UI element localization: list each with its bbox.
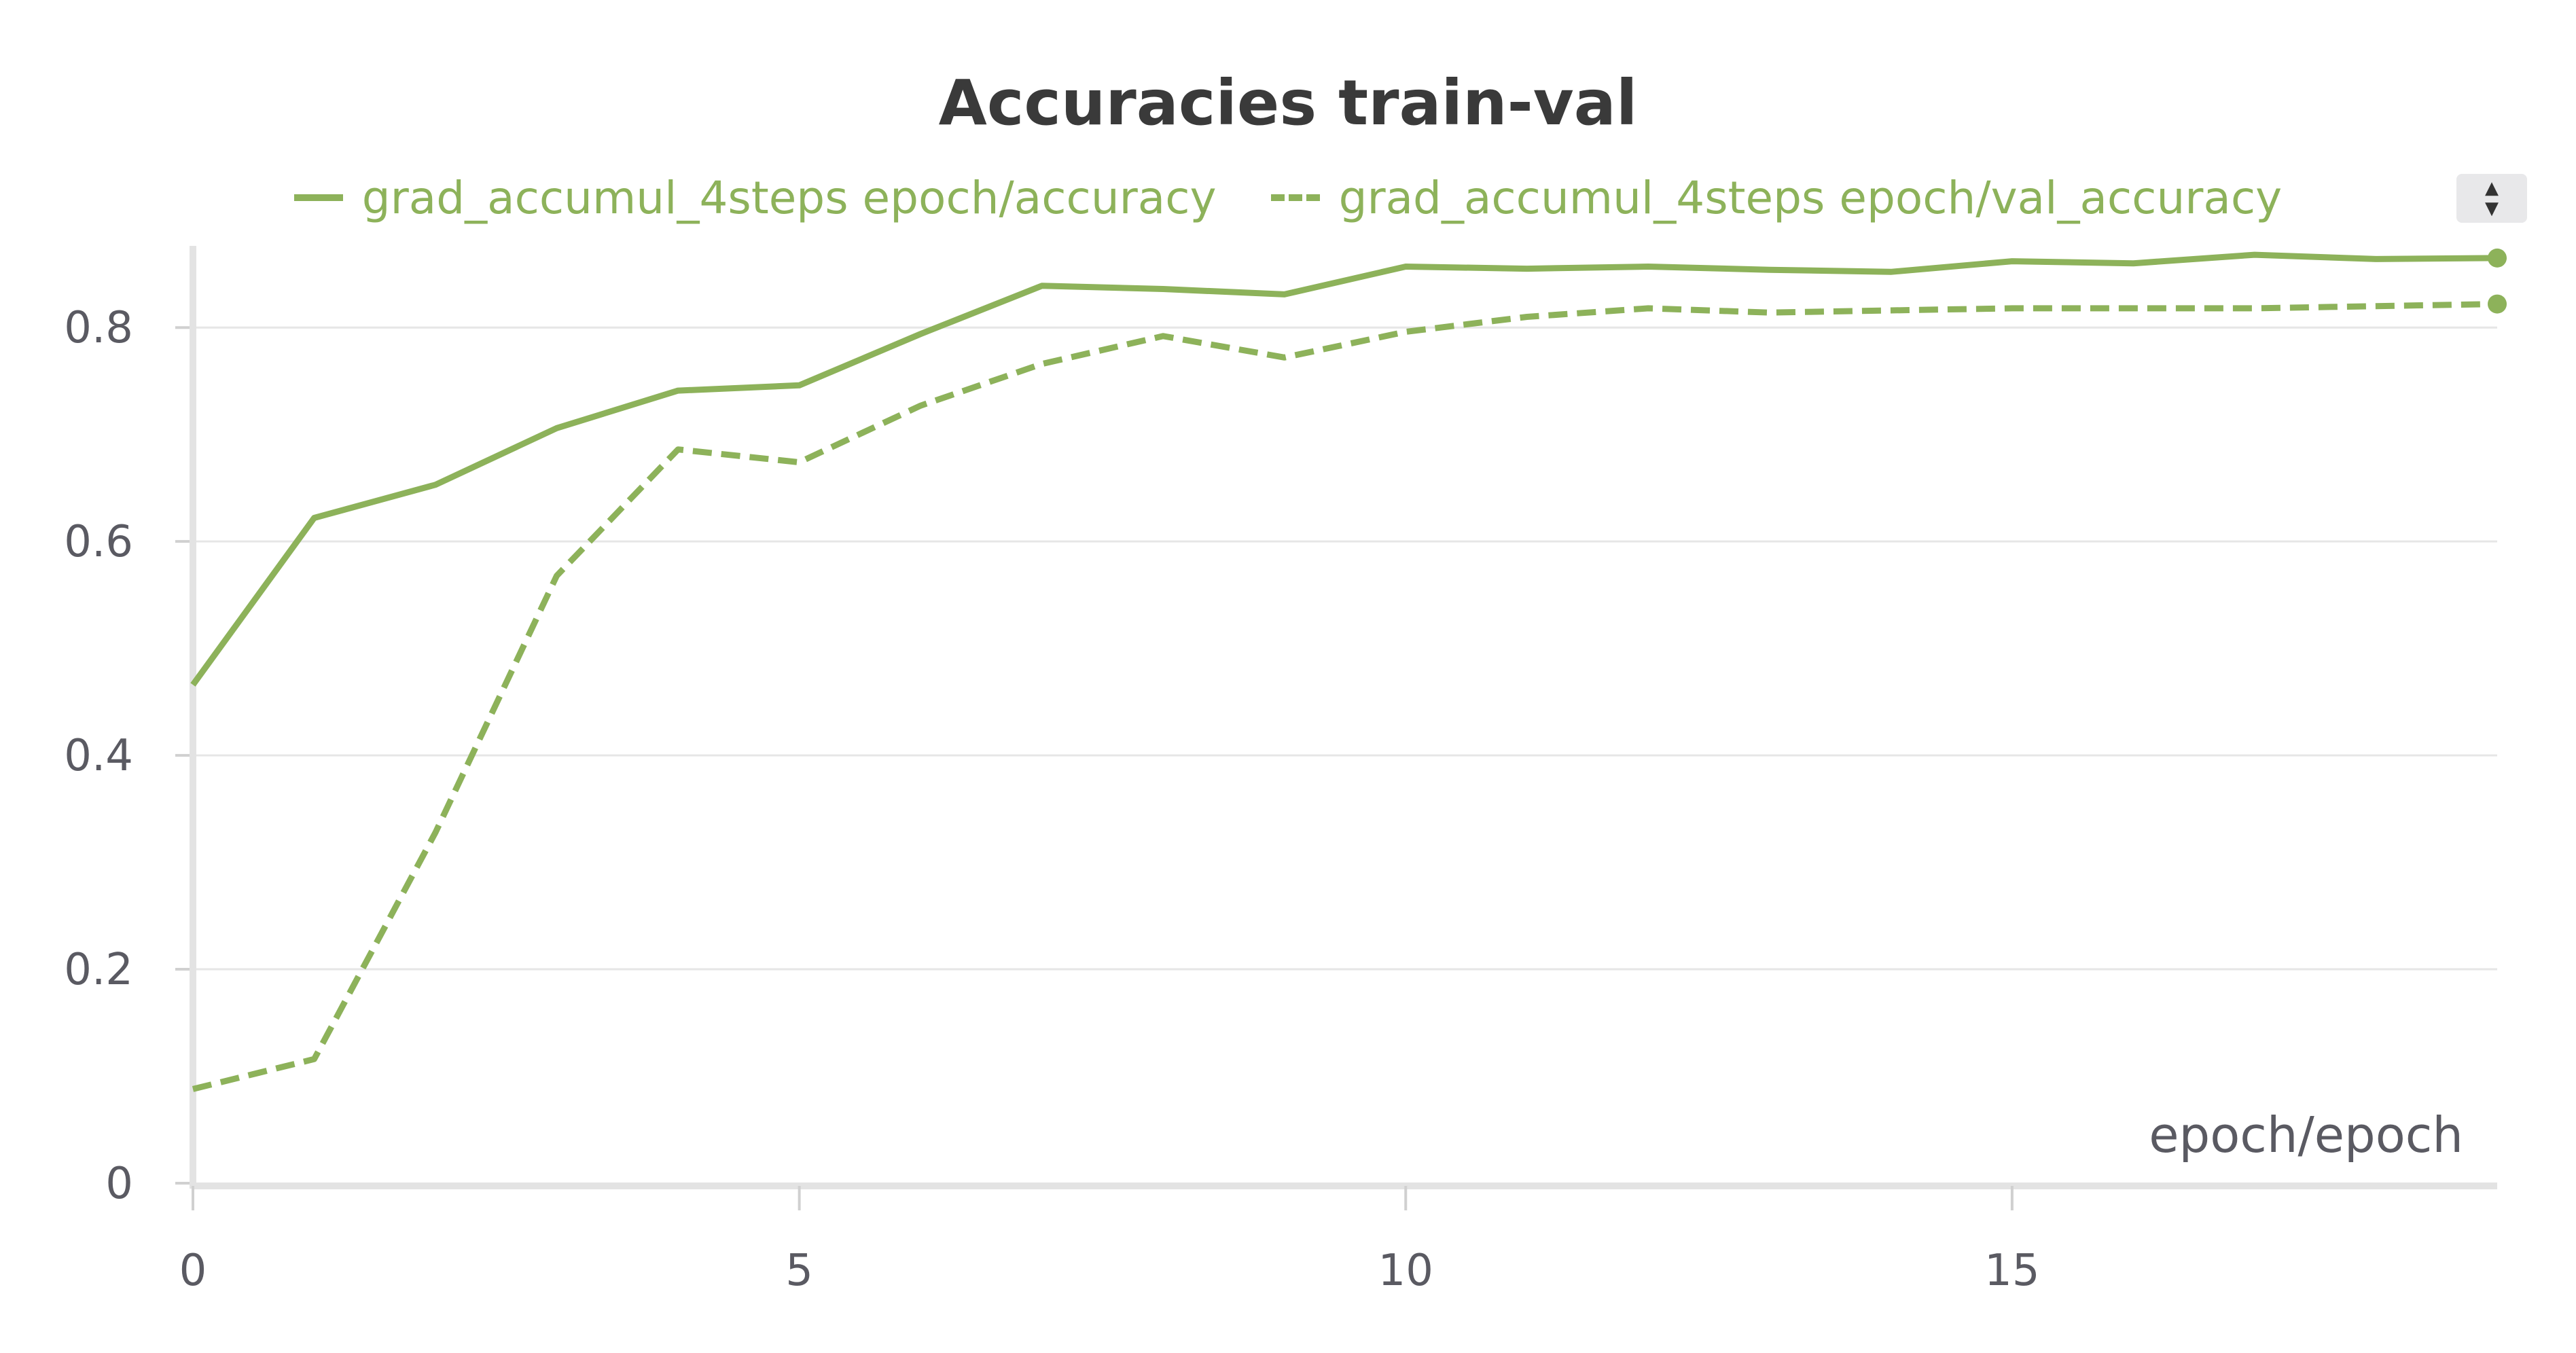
scroll-up-icon[interactable]: ▲: [2485, 178, 2499, 198]
series-line-accuracy: [190, 251, 2498, 687]
y-tick-label: 0: [105, 1159, 133, 1209]
series-endpoint-val-accuracy: [2488, 294, 2507, 314]
x-tick-label: 5: [785, 1246, 813, 1296]
series-line-val-accuracy: [192, 301, 2498, 1092]
chart-title: Accuracies train-val: [938, 67, 1638, 139]
x-tick-label: 0: [179, 1246, 207, 1296]
scroll-down-icon[interactable]: ▼: [2485, 198, 2499, 219]
legend-label-val-accuracy: grad_accumul_4steps epoch/val_accuracy: [1338, 171, 2283, 224]
y-tick-label: 0.8: [64, 303, 133, 353]
legend-swatch-solid: [293, 194, 343, 201]
legend-item-accuracy[interactable]: grad_accumul_4steps epoch/accuracy: [293, 171, 1217, 224]
legend-label-accuracy: grad_accumul_4steps epoch/accuracy: [361, 171, 1217, 224]
y-tick-label: 0.4: [64, 731, 133, 781]
legend-scroll-control[interactable]: ▲ ▼: [2456, 174, 2527, 223]
series-endpoint-accuracy: [2488, 248, 2507, 268]
x-tick-label: 15: [1984, 1246, 2039, 1296]
y-tick-label: 0.2: [64, 945, 133, 995]
legend-item-val-accuracy[interactable]: grad_accumul_4steps epoch/val_accuracy: [1270, 171, 2283, 224]
x-tick-label: 10: [1378, 1246, 1433, 1296]
legend: grad_accumul_4steps epoch/accuracy grad_…: [0, 167, 2576, 228]
y-tick-label: 0.6: [64, 517, 133, 567]
legend-swatch-dashed: [1270, 194, 1320, 201]
x-axis-title: epoch/epoch: [2149, 1106, 2463, 1163]
